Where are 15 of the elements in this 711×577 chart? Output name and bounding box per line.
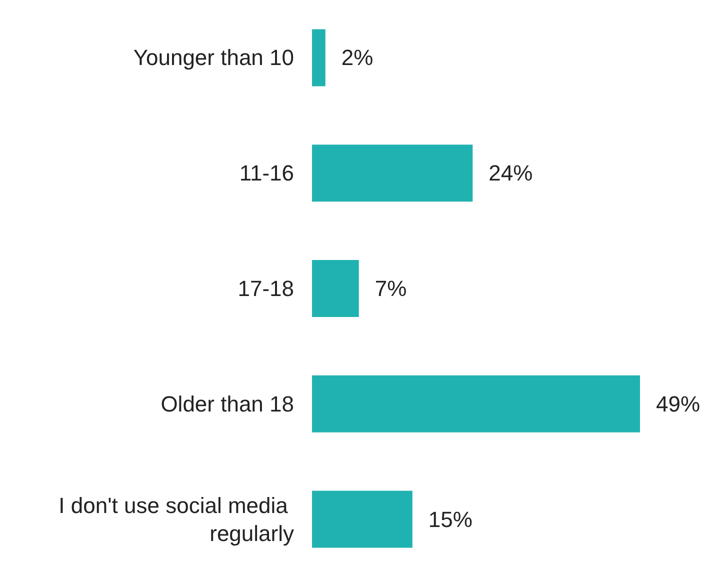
bar bbox=[312, 375, 640, 432]
y-tick-label: I don't use social media regularly bbox=[58, 492, 294, 546]
data-label: 49% bbox=[656, 391, 700, 416]
y-tick-label: Older than 18 bbox=[160, 391, 294, 416]
bar bbox=[312, 490, 412, 548]
y-tick-label: 17-18 bbox=[238, 276, 294, 301]
y-tick-label: 11-16 bbox=[239, 160, 294, 186]
y-tick-label: Younger than 10 bbox=[133, 45, 294, 70]
data-label: 7% bbox=[374, 276, 407, 301]
data-label: 15% bbox=[428, 506, 472, 532]
data-label: 24% bbox=[488, 160, 533, 186]
data-label: 2% bbox=[341, 45, 374, 70]
bar bbox=[312, 144, 473, 202]
bar bbox=[312, 29, 326, 86]
bar bbox=[312, 260, 359, 317]
